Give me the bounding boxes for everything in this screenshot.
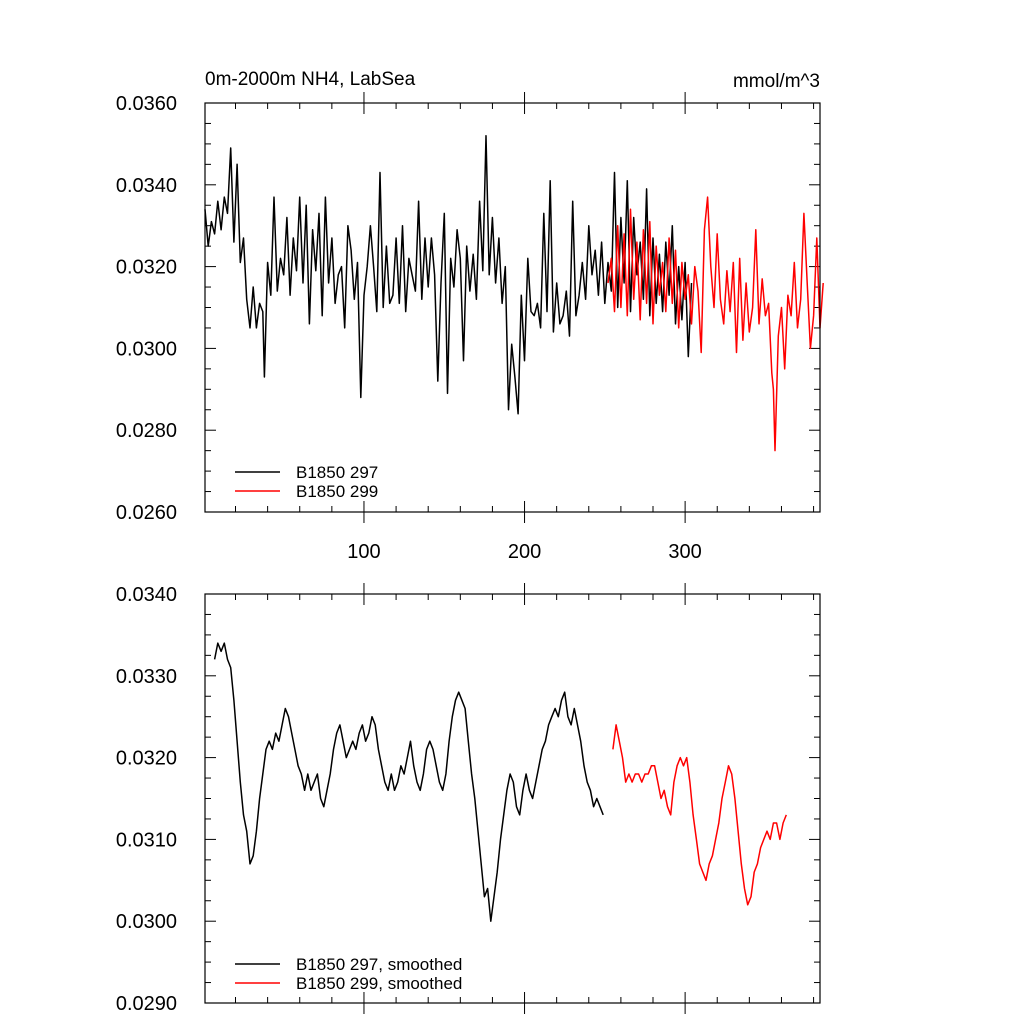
bottom-panel: 0.0290 0.0300 0.0310 0.0320 0.0330 0.0340 B18… — [116, 583, 821, 1015]
chart-title: 0m-2000m NH4, LabSea — [205, 69, 416, 90]
top-series-lines — [204, 134, 824, 452]
y-tick-label: 0.0260 — [116, 502, 177, 524]
bottom-plot-frame — [204, 593, 821, 1004]
legend-label-smoothed-1: B1850 297, smoothed — [296, 955, 462, 974]
y-tick-label: 0.0280 — [116, 420, 177, 442]
legend-label-series-2: B1850 299 — [296, 482, 378, 501]
units-label: mmol/m^3 — [733, 71, 820, 92]
top-axis-ticks — [205, 92, 820, 523]
y-tick-label: 0.0320 — [116, 257, 177, 279]
x-tick-label: 100 — [347, 541, 380, 563]
top-x-tick-labels: 100 200 300 — [347, 541, 702, 563]
y-tick-label: 0.0360 — [116, 93, 177, 115]
y-tick-label: 0.0310 — [116, 829, 177, 851]
y-tick-label: 0.0330 — [116, 666, 177, 688]
top-y-tick-labels: 0.0260 0.0280 0.0300 0.0320 0.0340 0.0360 — [116, 93, 177, 524]
top-legend: B1850 297 B1850 299 — [235, 463, 378, 501]
y-tick-label: 0.0290 — [116, 993, 177, 1015]
bottom-series-lines — [213, 642, 787, 922]
top-panel: 0m-2000m NH4, LabSea mmol/m^3 0.02600.02… — [116, 69, 824, 563]
bottom-legend: B1850 297, smoothed B1850 299, smoothed — [235, 955, 462, 993]
y-tick-label: 0.0320 — [116, 748, 177, 770]
series-line-2 — [607, 196, 824, 452]
top-plot-frame — [204, 102, 821, 513]
bottom-y-tick-labels: 0.0290 0.0300 0.0310 0.0320 0.0330 0.0340 — [116, 584, 177, 1015]
y-tick-label: 0.0340 — [116, 175, 177, 197]
series-line-2 — [612, 724, 787, 906]
y-tick-label: 0.0340 — [116, 584, 177, 606]
x-tick-label: 200 — [508, 541, 541, 563]
x-tick-label: 300 — [668, 541, 701, 563]
series-line-1 — [213, 642, 604, 922]
y-tick-label: 0.0300 — [116, 338, 177, 360]
series-line-1 — [204, 134, 693, 415]
legend-label-smoothed-2: B1850 299, smoothed — [296, 974, 462, 993]
y-tick-label: 0.0300 — [116, 911, 177, 933]
legend-label-series-1: B1850 297 — [296, 463, 378, 482]
bottom-axis-ticks — [205, 583, 820, 1014]
